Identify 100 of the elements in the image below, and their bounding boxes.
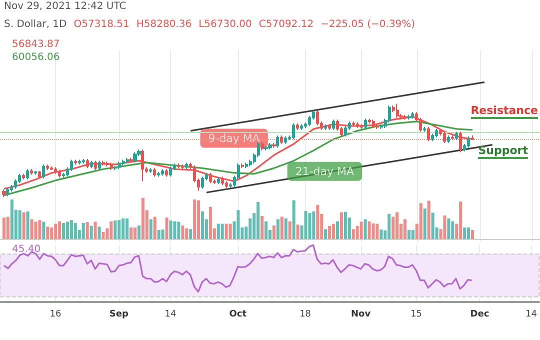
candlestick [368,118,371,124]
bar [380,230,383,239]
candlestick [201,176,204,190]
candlestick [177,163,180,169]
bar [30,219,34,239]
candlestick [241,163,244,169]
candlestick [38,170,41,179]
candlestick [6,187,9,197]
bar [368,221,371,239]
x-tick-label: 18 [300,310,312,320]
bar [467,227,470,239]
bar [336,221,339,239]
bar [328,226,332,239]
bar [18,210,22,239]
bar [332,224,336,239]
candlestick [82,158,85,164]
candlestick [411,112,414,120]
candlestick [46,164,49,171]
bar [260,216,264,239]
candlestick [78,159,81,165]
bar [228,224,232,239]
candlestick [86,158,89,169]
bar [443,216,446,239]
bar [193,199,196,239]
candlestick [102,160,105,166]
bar [324,229,328,239]
bar [110,221,113,239]
candlestick [165,168,168,178]
bar [304,211,308,239]
candlestick [324,124,327,130]
candlestick [268,142,272,150]
candlestick [98,160,101,171]
text: 56843.87 [12,39,60,50]
candlestick [443,131,446,144]
candlestick [181,164,184,170]
x-tick-label: 15 [410,310,422,320]
candlestick [110,162,113,171]
bar [153,216,156,239]
candlestick [94,160,97,171]
bar [22,212,26,239]
bar [296,224,300,239]
x-tick-label: Sep [109,310,130,320]
candlestick [157,171,160,178]
x-tick-label: Nov [350,310,371,320]
candlestick [328,124,331,130]
candlestick [407,114,411,120]
candlestick [26,168,29,180]
bar [58,221,62,239]
bar [280,216,284,239]
bar [177,222,180,239]
bar [372,223,375,239]
candlestick [455,131,458,141]
candlestick [316,110,319,126]
candlestick [459,131,462,153]
text: −225.05 (−0.39%) [320,19,416,30]
bar [185,228,188,239]
bar [459,202,462,239]
bar [42,222,46,239]
candlestick [245,162,248,169]
bar [86,222,89,239]
annotation: Support [478,144,528,159]
candlestick [364,118,367,130]
candlestick [74,159,77,165]
candlestick [467,136,470,148]
bar [70,220,73,239]
candlestick [149,168,152,174]
bar [82,222,85,239]
bar [312,211,316,239]
bar [396,212,399,239]
bar [6,216,10,239]
bar [34,222,38,239]
bar [292,200,296,239]
candlestick [42,164,45,179]
candlestick [376,124,379,130]
bar [149,219,152,239]
bar [427,200,430,239]
bar [201,211,204,239]
text: L56730.00 [198,19,252,30]
bar [423,208,426,239]
candlestick [169,166,172,178]
bar [256,202,260,239]
candlestick [296,122,299,130]
bar [220,224,224,239]
candlestick [34,170,37,176]
bar [157,230,160,239]
candlestick [118,161,121,170]
annotation: Resistance [470,104,538,119]
bar [173,221,176,239]
candlestick [352,120,355,127]
bar [352,229,355,239]
candlestick [427,126,430,142]
bar [388,214,391,239]
candlestick [435,128,438,138]
bar [26,211,30,239]
series-label: 21-day MA [295,164,355,178]
text: S. Dollar, 1D [4,19,67,30]
bar [216,224,220,239]
bar [208,206,212,239]
bar [431,212,434,239]
bar [66,222,69,239]
